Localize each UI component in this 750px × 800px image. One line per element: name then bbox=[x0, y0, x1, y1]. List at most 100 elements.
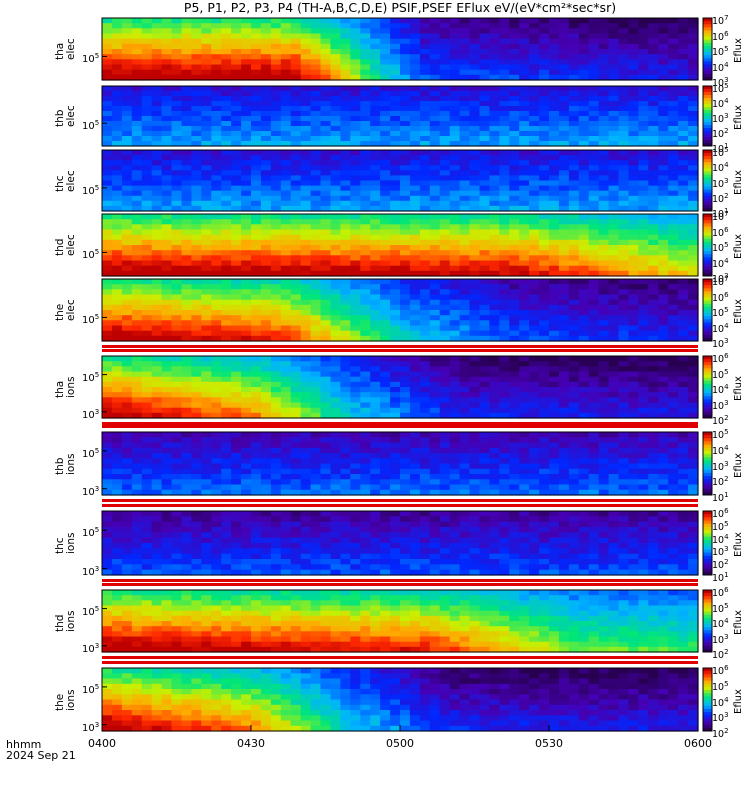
heatmap-cell bbox=[668, 126, 679, 132]
heatmap-cell bbox=[111, 387, 123, 393]
heatmap-cell bbox=[181, 18, 192, 24]
heatmap-cell bbox=[479, 33, 490, 40]
colorbar-frame bbox=[702, 17, 713, 81]
heatmap-cell bbox=[310, 49, 322, 55]
heatmap-cell bbox=[310, 356, 322, 362]
heatmap-cell bbox=[658, 190, 669, 197]
heatmap-cell bbox=[300, 245, 312, 251]
heatmap-cell bbox=[300, 165, 312, 171]
heatmap-cell bbox=[280, 96, 292, 102]
heatmap-cell bbox=[270, 224, 282, 231]
heatmap-cell bbox=[499, 229, 510, 236]
heatmap-cell bbox=[330, 200, 341, 207]
heatmap-cell bbox=[628, 304, 639, 311]
heatmap-cell bbox=[151, 310, 163, 316]
heatmap-cell bbox=[151, 38, 163, 45]
heatmap-cell bbox=[390, 59, 401, 66]
heatmap-cell bbox=[350, 402, 361, 409]
heatmap-cell bbox=[380, 458, 391, 465]
heatmap-cell bbox=[380, 376, 391, 383]
heatmap-cell bbox=[221, 294, 232, 301]
heatmap-cell bbox=[131, 28, 143, 35]
heatmap-cell bbox=[558, 366, 570, 373]
heatmap-cell bbox=[628, 155, 639, 161]
heatmap-cell bbox=[419, 54, 431, 60]
heatmap-cell bbox=[499, 250, 510, 256]
heatmap-cell bbox=[260, 371, 272, 378]
heatmap-cell bbox=[638, 320, 649, 327]
heatmap-cell bbox=[469, 23, 480, 29]
heatmap-cell bbox=[161, 468, 173, 475]
heatmap-cell bbox=[539, 402, 550, 409]
heatmap-cell bbox=[479, 175, 490, 182]
heatmap-cell bbox=[221, 86, 232, 92]
heatmap-cell bbox=[628, 23, 639, 29]
heatmap-cell bbox=[290, 432, 302, 438]
heatmap-cell bbox=[509, 270, 520, 277]
heatmap-cell bbox=[111, 407, 123, 414]
heatmap-cell bbox=[290, 33, 302, 40]
heatmap-cell bbox=[102, 150, 113, 156]
heatmap-cell bbox=[181, 200, 192, 207]
heatmap-cell bbox=[429, 270, 441, 277]
heatmap-cell bbox=[479, 96, 490, 102]
heatmap-cell bbox=[638, 33, 649, 40]
heatmap-cell bbox=[568, 59, 580, 66]
heatmap-cell bbox=[102, 180, 113, 187]
heatmap-cell bbox=[350, 234, 361, 241]
colorbar-segment bbox=[703, 201, 712, 206]
heatmap-cell bbox=[330, 412, 341, 419]
heatmap-cell bbox=[370, 160, 381, 166]
heatmap-cell bbox=[409, 315, 421, 321]
heatmap-cell bbox=[648, 250, 659, 256]
heatmap-cell bbox=[241, 489, 252, 496]
heatmap-cell bbox=[469, 392, 480, 398]
heatmap-cell bbox=[131, 325, 143, 332]
heatmap-cell bbox=[211, 299, 222, 306]
heatmap-cell bbox=[151, 101, 163, 107]
heatmap-cell bbox=[102, 121, 113, 127]
heatmap-cell bbox=[310, 131, 322, 137]
heatmap-cell bbox=[658, 279, 669, 285]
heatmap-cell bbox=[151, 376, 163, 383]
heatmap-cell bbox=[330, 315, 341, 321]
heatmap-cell bbox=[529, 260, 540, 267]
heatmap-cell bbox=[310, 265, 322, 272]
heatmap-cell bbox=[161, 190, 173, 197]
heatmap-cell bbox=[678, 310, 689, 316]
heatmap-cell bbox=[260, 49, 272, 55]
heatmap-cell bbox=[211, 180, 222, 187]
heatmap-cell bbox=[558, 155, 570, 161]
heatmap-cell bbox=[449, 224, 461, 231]
heatmap-cell bbox=[390, 279, 401, 285]
heatmap-cell bbox=[171, 458, 182, 465]
heatmap-cell bbox=[211, 325, 222, 332]
heatmap-cell bbox=[390, 175, 401, 182]
heatmap-cell bbox=[449, 447, 461, 454]
heatmap-cell bbox=[280, 28, 292, 35]
heatmap-cell bbox=[439, 320, 451, 327]
heatmap-cell bbox=[429, 255, 441, 262]
heatmap-cell bbox=[509, 381, 520, 388]
heatmap-cell bbox=[409, 150, 421, 156]
heatmap-cell bbox=[340, 141, 351, 147]
heatmap-cell bbox=[469, 479, 480, 486]
heatmap-cell bbox=[161, 54, 173, 60]
heatmap-cell bbox=[469, 376, 480, 383]
colorbar-frame bbox=[702, 213, 713, 277]
heatmap-cell bbox=[549, 205, 560, 212]
heatmap-cell bbox=[519, 160, 530, 166]
heatmap-cell bbox=[211, 141, 222, 147]
heatmap-cell bbox=[290, 74, 302, 81]
heatmap-cell bbox=[260, 165, 272, 171]
heatmap-cell bbox=[241, 270, 252, 277]
heatmap-cell bbox=[598, 74, 610, 81]
colorbar-segment bbox=[703, 198, 712, 203]
heatmap-cell bbox=[400, 284, 411, 290]
heatmap-cell bbox=[519, 447, 530, 454]
heatmap-cell bbox=[549, 86, 560, 92]
heatmap-cell bbox=[390, 330, 401, 337]
heatmap-cell bbox=[558, 335, 570, 342]
heatmap-cell bbox=[290, 131, 302, 137]
heatmap-cell bbox=[290, 141, 302, 147]
